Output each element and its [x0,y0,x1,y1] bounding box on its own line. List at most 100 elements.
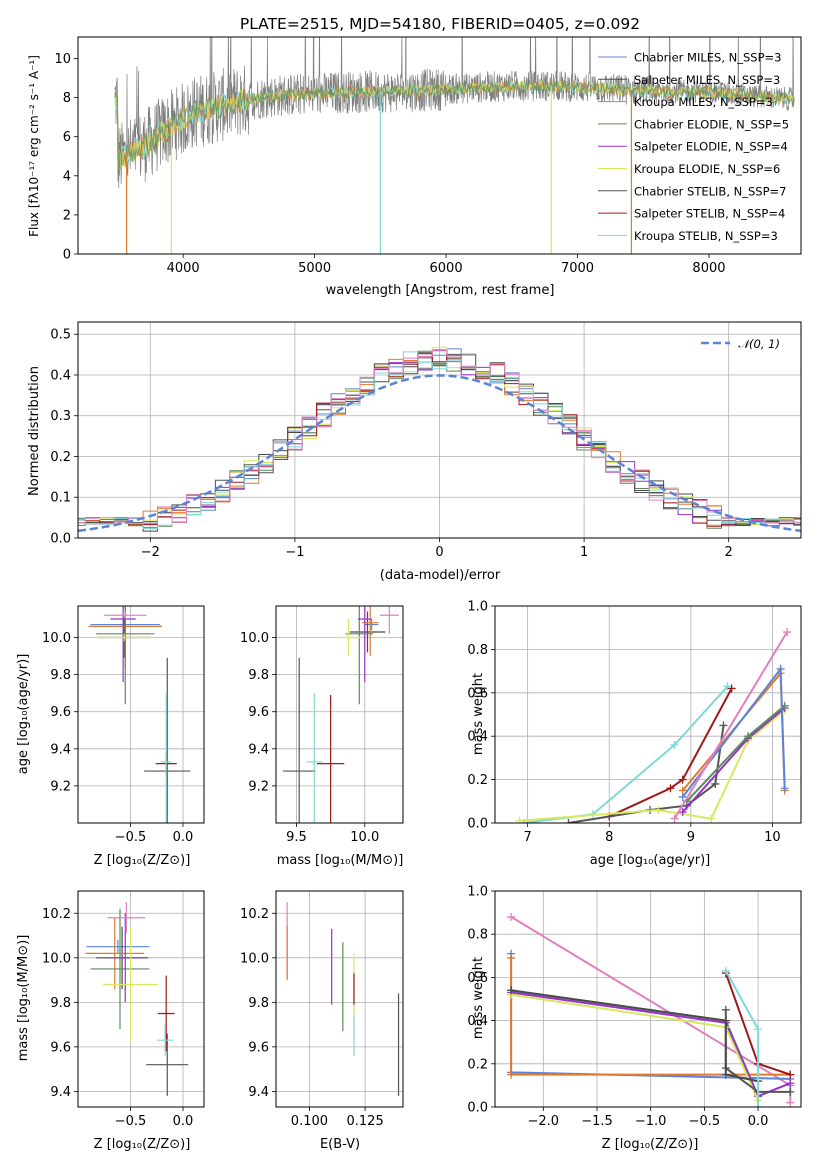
mass_vs_ebv-points [286,902,400,1096]
mass_vs_z-xtick-label-1: 0.0 [173,1114,194,1129]
mass_vs_z-point-6 [146,1033,189,1096]
residuals-hist-chabrier_elodie [78,350,801,529]
spectrum-legend-label-5: Kroupa ELODIE, N_SSP=6 [634,162,780,176]
weight_vs_z-ytick-label-1: 0.2 [467,1057,488,1072]
age_vs_mass-point-1 [349,611,386,653]
weight_vs_age-xtick-label-2: 9 [687,830,695,845]
residuals-hist-kroupa_stelib [78,351,801,529]
mass-vs-z-panel: Z [log₁₀(Z/Z⊙)] mass [log₁₀(M/M⊙)] −0.5 0… [16,890,205,1152]
mass_vs_ebv-ytick-label-3: 10.0 [240,951,269,966]
residuals-xtick-label-2: 0 [435,545,443,560]
weight-vs-z-xlabel: Z [log₁₀(Z/Z⊙)] [602,1137,699,1152]
spectrum-xtick-label-3: 7000 [561,261,594,276]
weight_vs_z-marker-7-0 [507,986,516,995]
residuals-ytick-label-5: 0.5 [50,328,71,343]
age_vs_mass-points [282,606,399,823]
age-vs-z-panel: Z [log₁₀(Z/Z⊙)] age [log₁₀(age/yr)] −0.5… [16,605,205,868]
mass_vs_ebv-xtick-label-1: 0.125 [347,1114,384,1129]
weight_vs_age-series [515,628,792,823]
age_vs_mass-ytick-label-0: 9.2 [248,779,269,794]
spectrum-legend-label-0: Chabrier MILES, N_SSP=3 [634,51,781,65]
weight_vs_z-xtick-label-4: 0.0 [748,1114,769,1129]
residuals-frame [77,321,802,539]
age_vs_mass-point-7 [316,695,345,823]
age_vs_z-frame [77,605,205,824]
residuals-gaussian-curve [78,374,801,533]
age_vs_z-point-8 [160,693,172,823]
age_vs_z-xtick-label-0: −0.5 [115,830,147,845]
mass_vs_z-ytick-label-2: 9.8 [50,996,71,1011]
weight_vs_age-marker-5-1 [743,732,752,741]
weight_vs_age-marker-7-2 [780,784,789,793]
mass_vs_ebv-ytick-label-1: 9.6 [248,1040,269,1055]
weight_vs_age-marker-8-0 [670,814,679,823]
weight_vs_age-ytick-label-5: 1.0 [467,600,488,615]
weight-vs-age-ylabel: mass weight [471,673,486,755]
weight_vs_z-ytick-label-0: 0.0 [467,1101,488,1116]
spectrum-panel: PLATE=2515, MJD=54180, FIBERID=0405, z=0… [27,15,802,298]
weight_vs_age-marker-0-3 [723,682,732,691]
weight_vs_z-marker-9-0 [721,966,730,975]
age_vs_mass-point-9 [379,606,399,634]
weight_vs_z-xtick-label-3: −0.5 [689,1114,721,1129]
age_vs_mass-ytick-label-3: 9.8 [248,668,269,683]
weight_vs_z-series [507,912,795,1107]
weight_vs_z-ytick-label-3: 0.6 [467,971,488,986]
age_vs_z-ytick-label-4: 10.0 [42,631,71,646]
mass_vs_z-ytick-label-0: 9.4 [50,1085,71,1100]
mass-vs-z-ylabel: mass [log₁₀(M/M⊙)] [16,935,31,1062]
spectrum-ytick-label-0: 0 [63,248,71,263]
age_vs_z-ytick-label-0: 9.2 [50,779,71,794]
age-vs-mass-panel: mass [log₁₀(M/M⊙)] 9.5 10.0 9.2 9.4 9.6 9.8 10… [240,605,404,868]
weight-vs-age-panel: age [log₁₀(age/yr)] mass weight 7 8 9 10 0.0… [467,600,802,868]
spectrum-ytick-label-2: 4 [63,169,71,184]
residuals-ytick-label-1: 0.1 [50,491,71,506]
spectrum-legend-label-3: Chabrier ELODIE, N_SSP=5 [634,117,789,131]
weight_vs_z-xtick-label-0: −2.0 [528,1114,560,1129]
age_vs_z-point-4 [110,606,136,683]
residuals-xtick-label-3: 1 [580,545,588,560]
weight_vs_z-marker-8-2 [786,1070,795,1079]
age_vs_z-point-5 [94,633,154,642]
weight_vs_age-marker-3-2 [707,814,716,823]
weight_vs_age-series-pink [673,631,788,820]
spectrum-xtick-label-1: 5000 [298,261,331,276]
weight_vs_age-marker-2-3 [711,779,720,788]
spectrum-title: PLATE=2515, MJD=54180, FIBERID=0405, z=0… [240,15,640,33]
mass_vs_z-frame [77,890,205,1108]
age_vs_mass-point-0 [364,618,379,631]
age_vs_mass-point-8 [306,693,323,823]
residuals-ytick-label-4: 0.4 [50,368,71,383]
age_vs_z-point-3 [95,606,155,705]
age_vs_z-points [88,606,191,823]
age-vs-z-xlabel: Z [log₁₀(Z/Z⊙)] [94,853,191,868]
age_vs_mass-ytick-label-1: 9.4 [248,742,269,757]
mass_vs_z-point-3 [90,908,150,1030]
age_vs_mass-point-3 [345,606,373,705]
spectrum-legend-label-7: Salpeter STELIB, N_SSP=4 [634,207,785,221]
weight_vs_z-series-salpeter_elodie [510,991,791,1098]
weight_vs_z-marker-7-1 [721,1016,730,1025]
weight_vs_z-marker-4-3 [786,1079,795,1088]
weight_vs_age-xtick-label-3: 10 [764,830,781,845]
mass_vs_z-ytick-label-1: 9.6 [50,1040,71,1055]
spectrum-xtick-label-4: 8000 [692,261,725,276]
spectrum-ytick-label-1: 2 [63,208,71,223]
weight_vs_age-series-salpeter_stelib [608,688,733,818]
spectrum-legend-label-6: Chabrier STELIB, N_SSP=7 [634,184,786,198]
age_vs_mass-frame [275,605,404,824]
residuals-xlabel: (data-model)/error [380,568,501,583]
mass_vs_z-point-0 [86,939,150,954]
weight_vs_age-frame [494,605,802,824]
weight_vs_age-xtick-label-1: 8 [605,830,613,845]
weight-vs-z-panel: Z [log₁₀(Z/Z⊙)] mass weight −2.0 −1.5 −1.0… [467,885,802,1152]
age_vs_z-ytick-label-3: 9.8 [50,668,71,683]
spectrum-xtick-label-2: 6000 [430,261,463,276]
age_vs_z-xtick-label-1: 0.0 [173,830,194,845]
age_vs_mass-point-6 [282,657,316,823]
weight_vs_z-marker-9-1 [754,1025,763,1034]
residuals-xtick-label-1: −1 [285,545,304,560]
weight_vs_age-marker-2-0 [564,819,573,823]
weight_vs_age-marker-3-1 [654,805,663,814]
